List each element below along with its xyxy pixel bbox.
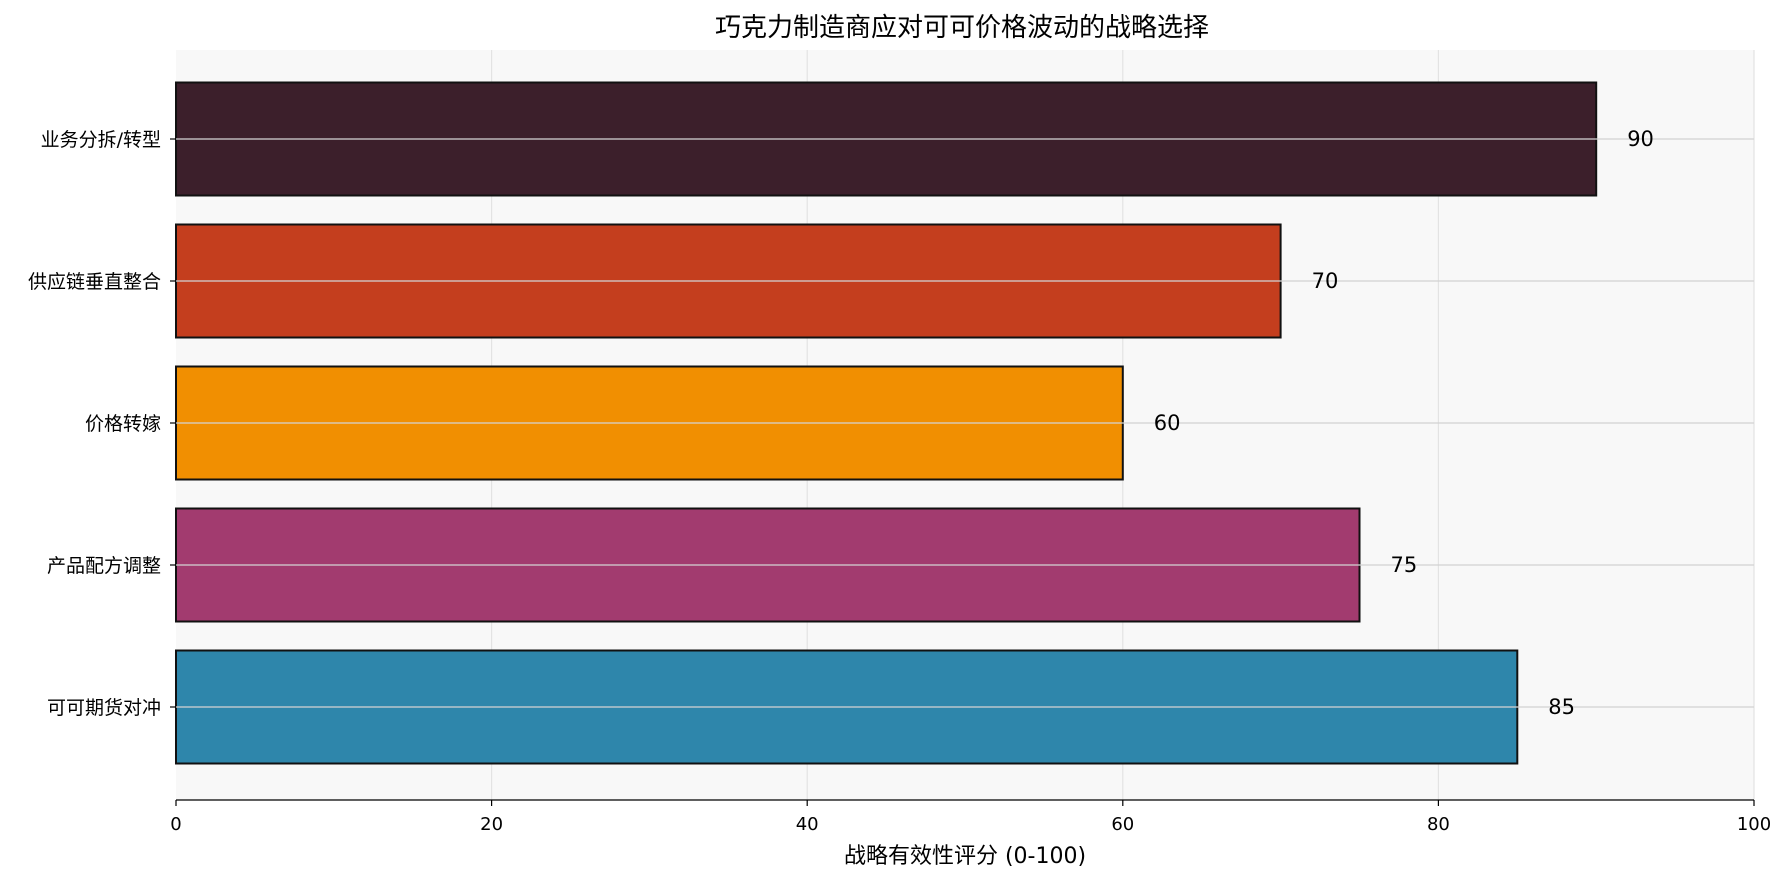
- x-tick-label: 40: [796, 814, 819, 835]
- y-tick-label: 业务分拆/转型: [41, 129, 161, 151]
- value-label: 60: [1154, 411, 1181, 435]
- value-label: 70: [1312, 269, 1339, 293]
- value-label: 90: [1627, 127, 1654, 151]
- x-axis-label: 战略有效性评分 (0-100): [844, 844, 1086, 869]
- x-tick-label: 20: [480, 814, 503, 835]
- x-tick-label: 0: [170, 814, 181, 835]
- y-tick-label: 可可期货对冲: [47, 697, 161, 719]
- x-tick-label: 60: [1111, 814, 1134, 835]
- x-tick-label: 100: [1737, 814, 1771, 835]
- chart-title: 巧克力制造商应对可可价格波动的战略选择: [715, 13, 1209, 43]
- value-label: 75: [1391, 553, 1418, 577]
- y-tick-label: 产品配方调整: [47, 555, 161, 577]
- x-tick-label: 80: [1427, 814, 1450, 835]
- y-tick-label: 价格转嫁: [85, 413, 161, 435]
- bars: 85 75 60 70 90: [175, 81, 1754, 765]
- value-label: 85: [1548, 695, 1575, 719]
- y-tick-label: 供应链垂直整合: [28, 271, 161, 293]
